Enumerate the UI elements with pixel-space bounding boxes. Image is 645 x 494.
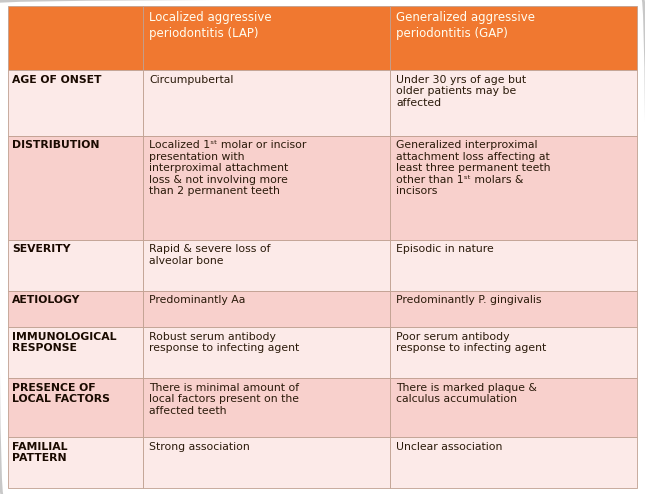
Text: Robust serum antibody
response to infecting agent: Robust serum antibody response to infect… xyxy=(149,332,299,353)
Bar xyxy=(390,135,637,240)
Text: Unclear association: Unclear association xyxy=(396,442,502,452)
Text: Generalized interproximal
attachment loss affecting at
least three permanent tee: Generalized interproximal attachment los… xyxy=(396,140,551,197)
Text: AETIOLOGY: AETIOLOGY xyxy=(12,295,81,305)
Text: Strong association: Strong association xyxy=(149,442,250,452)
Bar xyxy=(143,135,390,240)
Text: Rapid & severe loss of
alveolar bone: Rapid & severe loss of alveolar bone xyxy=(149,245,270,266)
Bar xyxy=(390,378,637,437)
Text: FAMILIAL
PATTERN: FAMILIAL PATTERN xyxy=(12,442,68,463)
Text: Episodic in nature: Episodic in nature xyxy=(396,245,494,254)
Bar xyxy=(143,328,390,378)
Text: Localized 1ˢᵗ molar or incisor
presentation with
interproximal attachment
loss &: Localized 1ˢᵗ molar or incisor presentat… xyxy=(149,140,306,197)
Text: DISTRIBUTION: DISTRIBUTION xyxy=(12,140,100,150)
Bar xyxy=(390,291,637,328)
Bar xyxy=(8,240,143,291)
Bar xyxy=(143,6,390,70)
Text: There is minimal amount of
local factors present on the
affected teeth: There is minimal amount of local factors… xyxy=(149,383,299,416)
Bar xyxy=(143,70,390,135)
Text: Localized aggressive
periodontitis (LAP): Localized aggressive periodontitis (LAP) xyxy=(149,11,272,40)
Bar xyxy=(143,291,390,328)
Text: AGE OF ONSET: AGE OF ONSET xyxy=(12,75,102,84)
Text: SEVERITY: SEVERITY xyxy=(12,245,71,254)
Bar xyxy=(8,437,143,488)
Bar xyxy=(143,240,390,291)
Text: Predominantly Aa: Predominantly Aa xyxy=(149,295,245,305)
Bar xyxy=(8,6,143,70)
Bar xyxy=(143,378,390,437)
Bar xyxy=(8,378,143,437)
Bar xyxy=(390,240,637,291)
Bar xyxy=(390,70,637,135)
Text: Circumpubertal: Circumpubertal xyxy=(149,75,233,84)
Text: Predominantly P. gingivalis: Predominantly P. gingivalis xyxy=(396,295,542,305)
Bar xyxy=(143,437,390,488)
Text: Poor serum antibody
response to infecting agent: Poor serum antibody response to infectin… xyxy=(396,332,546,353)
Bar xyxy=(8,135,143,240)
Bar xyxy=(8,291,143,328)
Bar xyxy=(8,328,143,378)
Bar xyxy=(8,70,143,135)
Text: PRESENCE OF
LOCAL FACTORS: PRESENCE OF LOCAL FACTORS xyxy=(12,383,110,404)
Bar xyxy=(390,437,637,488)
Bar xyxy=(390,328,637,378)
Text: Generalized aggressive
periodontitis (GAP): Generalized aggressive periodontitis (GA… xyxy=(396,11,535,40)
Text: There is marked plaque &
calculus accumulation: There is marked plaque & calculus accumu… xyxy=(396,383,537,404)
Text: IMMUNOLOGICAL
RESPONSE: IMMUNOLOGICAL RESPONSE xyxy=(12,332,117,353)
Text: Under 30 yrs of age but
older patients may be
affected: Under 30 yrs of age but older patients m… xyxy=(396,75,526,108)
Bar xyxy=(390,6,637,70)
